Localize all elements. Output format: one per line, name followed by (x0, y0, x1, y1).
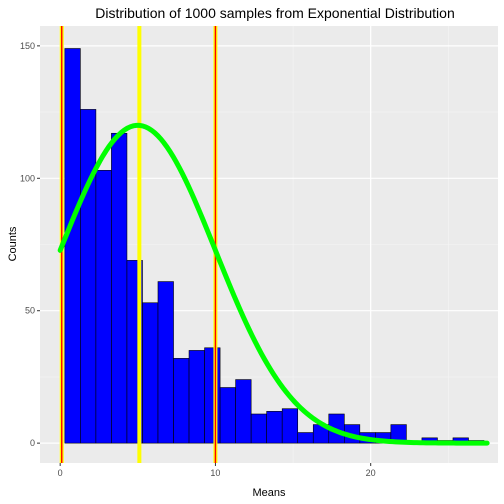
histogram-bar (235, 379, 252, 444)
x-tick-label: 10 (210, 468, 220, 478)
y-tick-label: 50 (25, 306, 35, 316)
histogram-bar (188, 350, 205, 444)
histogram-bar (266, 411, 283, 444)
histogram-bar (142, 302, 159, 444)
histogram-bar (80, 109, 97, 444)
histogram-bar (281, 408, 299, 444)
x-tick-label: 20 (366, 468, 376, 478)
y-tick-label: 0 (30, 438, 35, 448)
histogram-bar (297, 432, 314, 444)
histogram-bar (250, 413, 267, 444)
histogram-bar (64, 48, 81, 444)
histogram-bar (173, 358, 190, 444)
x-axis-title: Means (252, 487, 286, 499)
x-axis-ticks: 0 10 20 (58, 463, 376, 478)
histogram-bar (157, 281, 174, 444)
x-tick-label: 0 (58, 468, 63, 478)
histogram-bar (95, 170, 112, 444)
y-axis-ticks: 0 50 100 150 (20, 41, 40, 448)
y-axis-title: Counts (7, 226, 19, 261)
density-curve (57, 122, 490, 446)
chart-title: Distribution of 1000 samples from Expone… (95, 5, 455, 21)
histogram-bar (111, 132, 128, 444)
y-tick-label: 100 (20, 173, 35, 183)
histogram-bar (219, 387, 236, 444)
y-tick-label: 150 (20, 41, 35, 51)
histogram-bar (204, 347, 221, 444)
